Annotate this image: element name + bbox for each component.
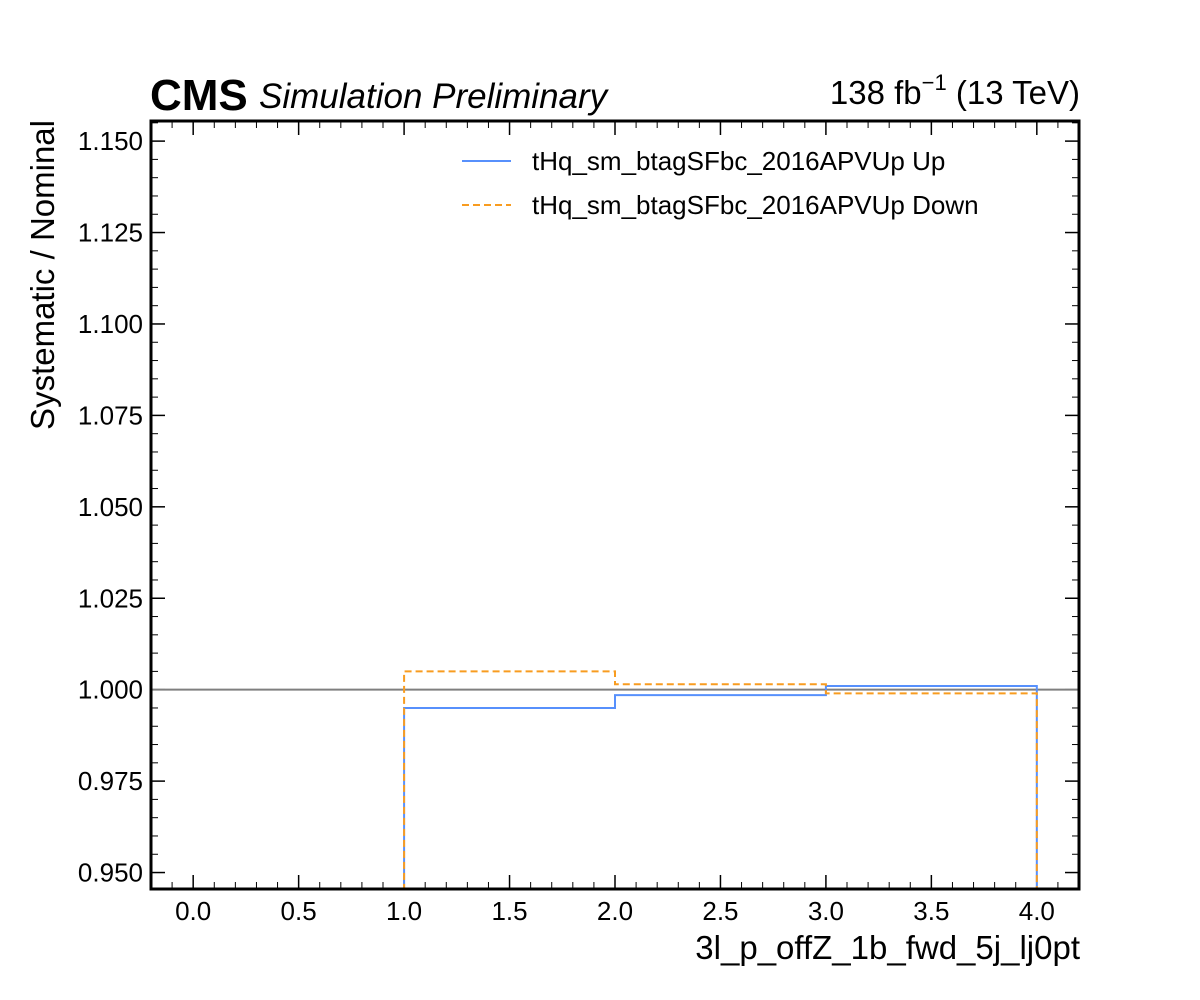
legend-label-down: tHq_sm_btagSFbc_2016APVUp Down — [532, 190, 979, 220]
plot-frame — [149, 119, 1081, 891]
ticks-layer: 0.0 0.5 1.0 1.5 2.0 2.5 3.0 3.5 4.0 0.950 0.975 1.0… — [78, 121, 1080, 926]
x-tick-label: 1.5 — [491, 896, 527, 926]
y-tick-label: 0.975 — [78, 766, 143, 796]
x-tick-label: 0.0 — [175, 896, 211, 926]
series-line-down — [193, 670, 1038, 890]
status-label: Simulation Preliminary — [259, 77, 610, 116]
experiment-label: CMS — [150, 71, 248, 120]
x-tick-label: 3.0 — [808, 896, 844, 926]
x-tick-label: 2.0 — [597, 896, 633, 926]
series-line-up — [193, 685, 1038, 890]
y-axis-label: Systematic / Nominal — [24, 120, 61, 430]
x-axis-label: 3l_p_offZ_1b_fwd_5j_lj0pt — [695, 929, 1080, 966]
y-tick-label: 1.150 — [78, 126, 143, 156]
legend: tHq_sm_btagSFbc_2016APVUp Up tHq_sm_btag… — [462, 146, 979, 220]
x-tick-label: 3.5 — [913, 896, 949, 926]
lumi-label: 138 fb−1 (13 TeV) — [830, 70, 1080, 111]
y-tick-label: 1.125 — [78, 218, 143, 248]
energy-label: (13 TeV) — [947, 74, 1080, 111]
legend-label-up: tHq_sm_btagSFbc_2016APVUp Up — [532, 146, 945, 176]
lumi-exponent: −1 — [922, 70, 947, 95]
x-tick-label: 2.5 — [702, 896, 738, 926]
y-tick-label: 1.050 — [78, 492, 143, 522]
y-tick-label: 1.100 — [78, 309, 143, 339]
x-tick-label: 4.0 — [1019, 896, 1055, 926]
x-tick-label: 0.5 — [281, 896, 317, 926]
y-tick-label: 1.000 — [78, 675, 143, 705]
data-layer — [151, 670, 1079, 890]
y-tick-label: 0.950 — [78, 858, 143, 888]
y-tick-label: 1.025 — [78, 583, 143, 613]
lumi-value: 138 fb — [830, 74, 922, 111]
x-tick-label: 1.0 — [386, 896, 422, 926]
y-tick-label: 1.075 — [78, 400, 143, 430]
